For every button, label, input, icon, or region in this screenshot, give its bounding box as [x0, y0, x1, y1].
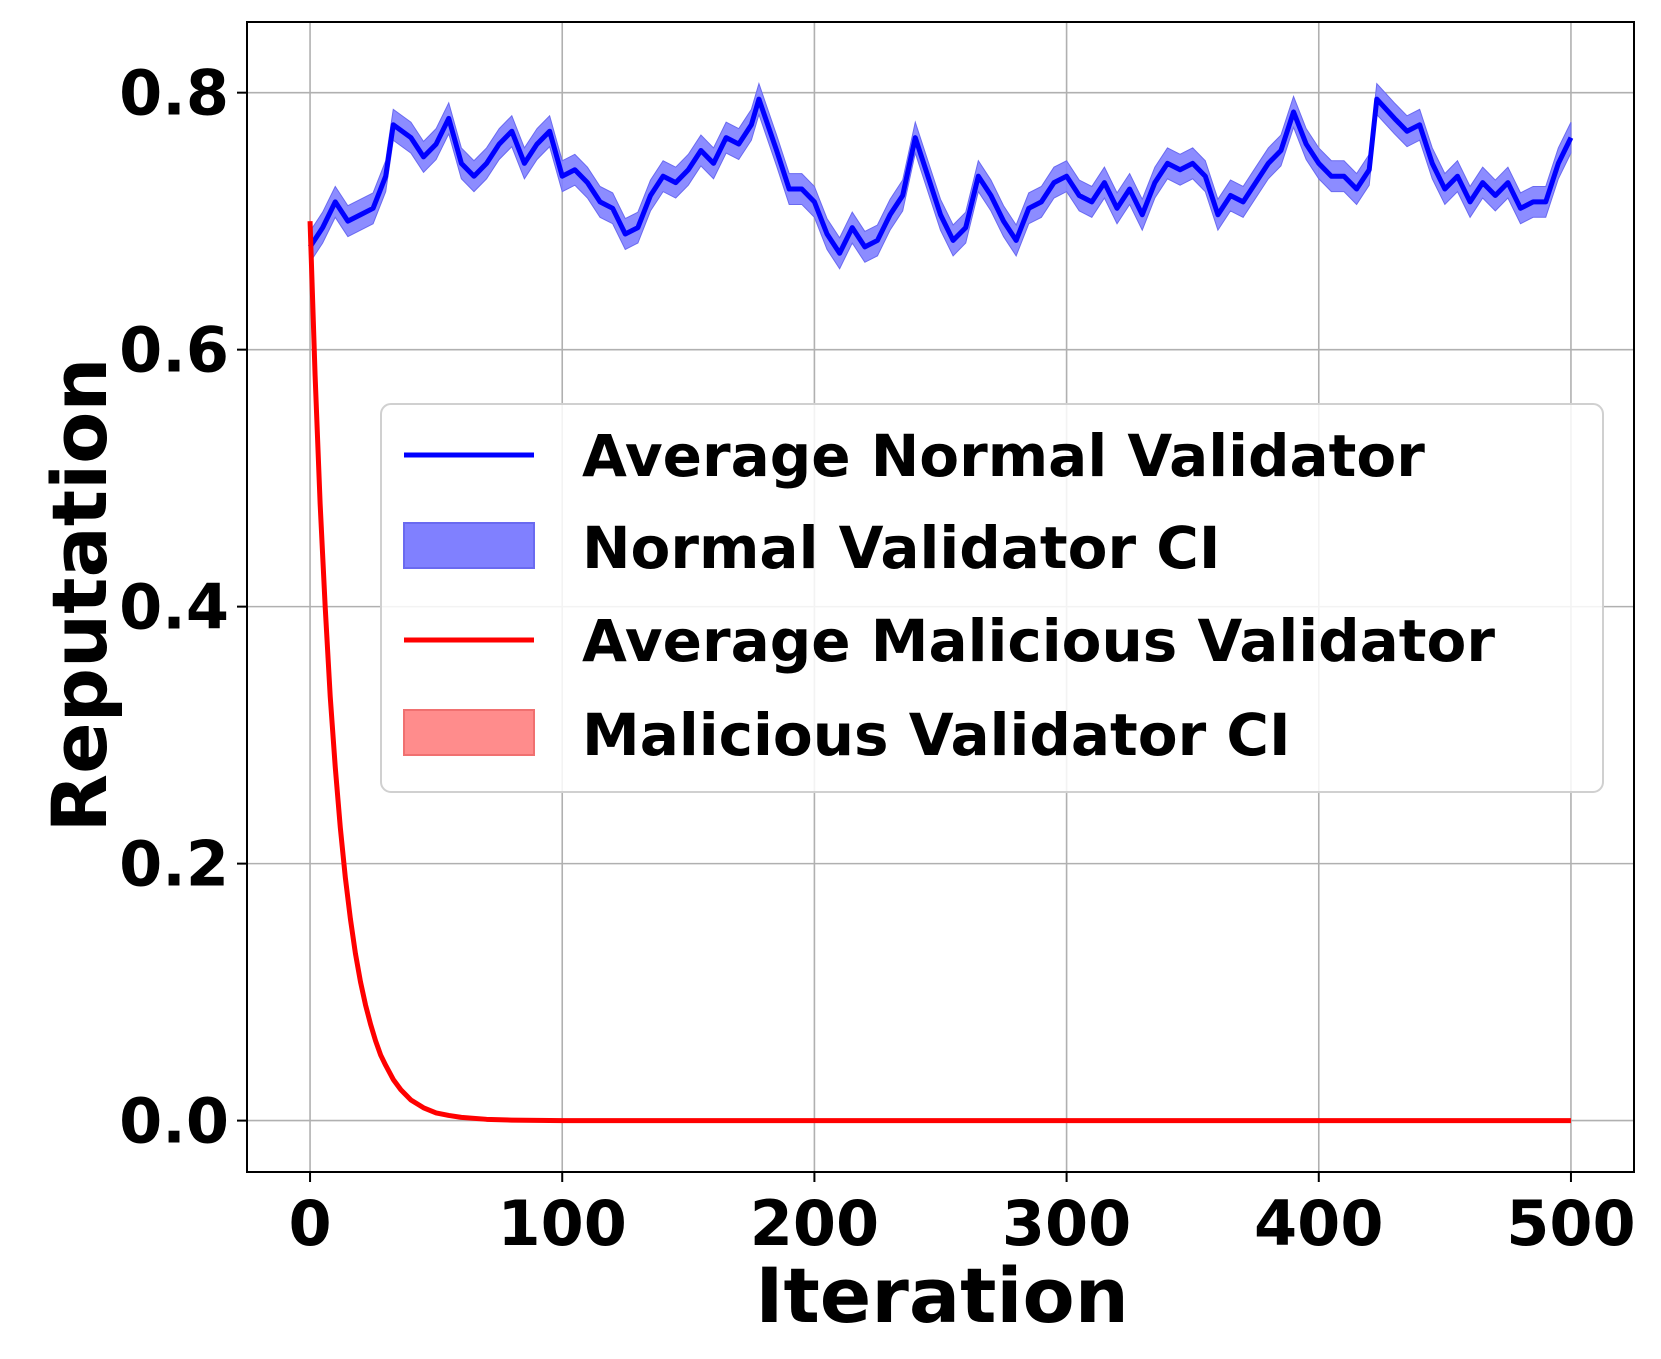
plot-area — [307, 82, 1574, 1124]
x-axis-ticks: 0 100 200 300 400 500 — [288, 1172, 1636, 1260]
normal-validator-ci-band — [309, 82, 1572, 270]
legend-label-malicious: Average Malicious Validator — [582, 607, 1495, 675]
legend-label-normal-ci: Normal Validator CI — [582, 514, 1220, 582]
x-tick-label: 100 — [498, 1187, 627, 1260]
axes-frame — [246, 21, 1635, 1173]
y-tick-label: 0.8 — [119, 57, 229, 130]
x-tick-label: 500 — [1506, 1187, 1635, 1260]
y-tick-label: 0.0 — [119, 1085, 229, 1158]
legend-label-malicious-ci: Malicious Validator CI — [582, 701, 1291, 769]
legend-box — [380, 403, 1604, 793]
x-axis-title: Iteration — [755, 1251, 1129, 1340]
legend-normal-ci-swatch — [403, 522, 535, 569]
legend: Average Normal Validator Normal Validato… — [380, 403, 1604, 793]
x-tick-label: 200 — [750, 1187, 879, 1260]
legend-label-normal: Average Normal Validator — [582, 422, 1425, 490]
y-axis-ticks: 0.0 0.2 0.4 0.6 0.8 — [119, 57, 247, 1158]
y-tick-label: 0.4 — [119, 571, 229, 644]
legend-malicious-ci-swatch — [403, 709, 535, 756]
y-tick-label: 0.2 — [119, 828, 229, 901]
x-tick-label: 0 — [288, 1187, 331, 1260]
y-tick-label: 0.6 — [119, 314, 229, 387]
malicious-validator-line — [307, 221, 1571, 1124]
x-tick-label: 400 — [1254, 1187, 1383, 1260]
normal-validator-line — [307, 96, 1574, 256]
y-axis-title: Reputation — [35, 358, 124, 833]
x-tick-label: 300 — [1002, 1187, 1131, 1260]
